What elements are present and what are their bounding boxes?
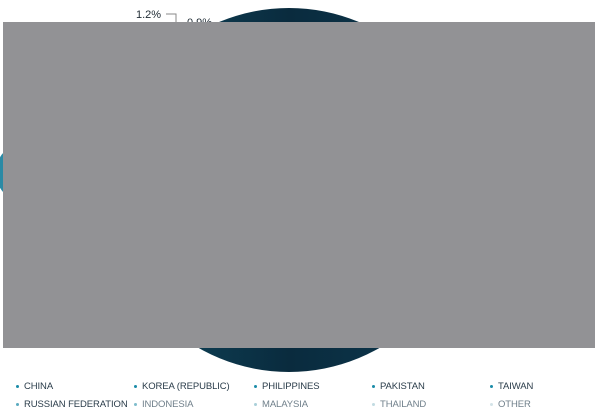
legend-swatch	[16, 403, 19, 406]
legend-item: THAILAND	[372, 399, 490, 410]
legend-label: OTHER	[498, 399, 531, 410]
legend-item: MALAYSIA	[254, 399, 372, 410]
legend-item: INDONESIA	[134, 399, 254, 410]
legend-label: TAIWAN	[498, 381, 534, 392]
data-label: 1.2%	[136, 9, 161, 21]
legend-label: PHILIPPINES	[262, 381, 320, 392]
legend-swatch	[372, 403, 375, 406]
legend-label: MALAYSIA	[262, 399, 309, 410]
legend-item: TAIWAN	[490, 381, 595, 392]
legend-item: OTHER	[490, 399, 595, 410]
gray-overlay-panel	[3, 22, 595, 348]
legend-label: THAILAND	[380, 399, 427, 410]
legend-label: KOREA (REPUBLIC)	[142, 381, 230, 392]
legend-item: RUSSIAN FEDERATION	[16, 399, 134, 410]
legend-swatch	[254, 385, 257, 388]
legend-label: RUSSIAN FEDERATION	[24, 399, 128, 410]
chart-legend: CHINA KOREA (REPUBLIC) PHILIPPINES PAKISTAN…	[16, 381, 595, 410]
legend-item: KOREA (REPUBLIC)	[134, 381, 254, 392]
legend-item: PHILIPPINES	[254, 381, 372, 392]
legend-item: PAKISTAN	[372, 381, 490, 392]
legend-label: INDONESIA	[142, 399, 194, 410]
legend-swatch	[134, 403, 137, 406]
legend-swatch	[490, 403, 493, 406]
legend-swatch	[254, 403, 257, 406]
legend-swatch	[372, 385, 375, 388]
legend-swatch	[134, 385, 137, 388]
legend-swatch	[16, 385, 19, 388]
leader-line	[166, 13, 177, 24]
legend-label: CHINA	[24, 381, 54, 392]
legend-item: CHINA	[16, 381, 134, 392]
legend-label: PAKISTAN	[380, 381, 425, 392]
legend-swatch	[490, 385, 493, 388]
